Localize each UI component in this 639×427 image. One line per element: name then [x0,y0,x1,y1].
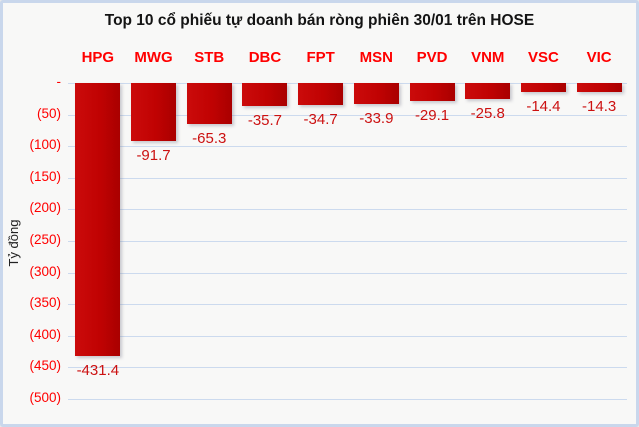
gridline [68,367,627,369]
y-axis-tick-label: (100) [29,137,61,153]
bar-stb [186,83,232,125]
gridline [68,335,627,337]
category-label-vic: VIC [586,49,612,66]
category-label-mwg: MWG [134,49,173,66]
bar-pvd [409,83,455,102]
y-axis-tick-label: (50) [36,105,61,121]
bar-vsc [520,83,566,93]
category-label-fpt: FPT [306,49,335,66]
chart-title: Top 10 cổ phiếu tự doanh bán ròng phiên … [104,12,535,29]
value-label-mwg: -91.7 [136,146,171,164]
gridline [68,241,627,242]
y-axis-tick-label: (250) [29,232,61,247]
y-axis-tick-label: (150) [29,168,61,184]
category-label-msn: MSN [359,49,394,66]
gridline [68,399,627,400]
value-label-dbc: -35.7 [247,111,283,129]
value-label-pvd: -29.1 [414,107,450,125]
value-label-vsc: -14.4 [526,98,561,116]
category-label-stb: STB [194,49,225,66]
y-axis-tick-label: (350) [29,295,61,311]
bar-vic [576,83,622,93]
value-label-vnm: -25.8 [470,105,505,123]
gridline [68,177,627,179]
gridline [68,114,627,116]
bar-fpt [298,83,344,105]
value-label-fpt: -34.7 [303,110,338,128]
y-axis-tick-label: (400) [29,326,61,342]
bar-mwg [131,83,177,141]
category-label-vnm: VNM [471,49,505,66]
y-axis-tick-label: (200) [29,200,61,216]
value-label-hpg: -431.4 [76,361,120,379]
bar-msn [353,83,399,105]
y-axis-tick-label: (300) [29,263,61,279]
bar-hpg [75,83,121,356]
value-label-stb: -65.3 [192,130,227,148]
y-axis-tick-label: (450) [29,358,61,374]
bar-dbc [242,83,288,106]
gridline [68,146,627,148]
gridline [68,304,627,306]
category-label-pvd: PVD [416,49,448,66]
gridline [68,209,627,211]
value-label-msn: -33.9 [359,110,394,128]
y-axis-tick-label: (500) [29,390,61,405]
category-label-dbc: DBC [248,49,282,66]
category-label-vsc: VSC [528,49,559,66]
gridline [68,83,627,84]
category-label-hpg: HPG [81,49,115,66]
gridline [68,272,627,274]
y-axis-tick-label: - [56,74,62,89]
bar-vnm [465,83,511,100]
value-label-vic: -14.3 [582,98,617,116]
